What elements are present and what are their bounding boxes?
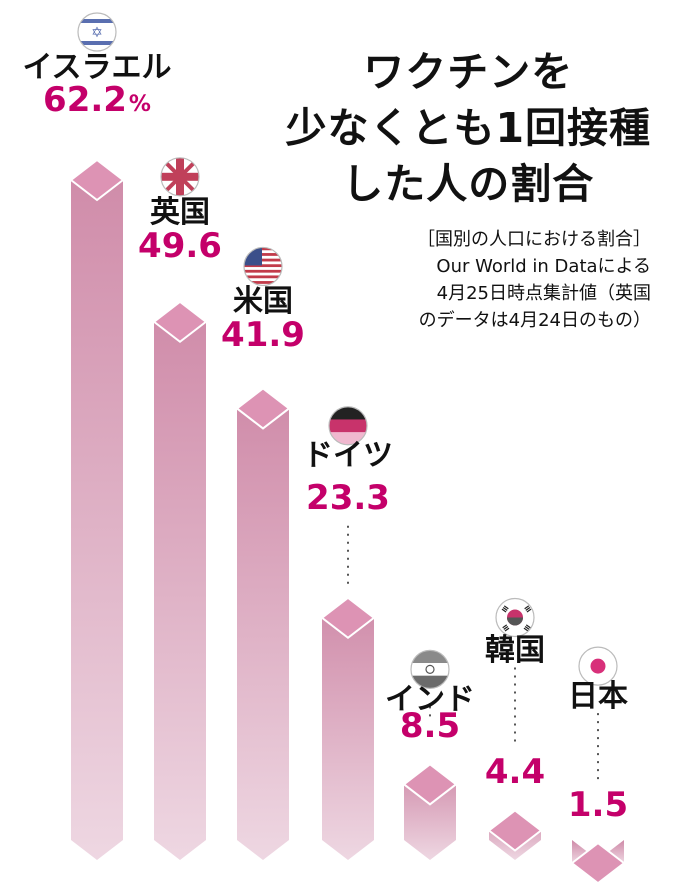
- country-label-1: イスラエル: [7, 42, 187, 86]
- korea-flag-icon: [495, 597, 535, 638]
- value-label-1-text: 62.2: [43, 80, 127, 120]
- country-label-5-text: インド: [385, 682, 475, 718]
- title-line-2: 少なくとも1回接種: [285, 104, 651, 152]
- bar-cap-4: [320, 596, 376, 640]
- country-label-2: 英国: [90, 187, 270, 231]
- bar-cap-3: [235, 387, 291, 430]
- value-label-6: 4.4: [445, 752, 585, 792]
- country-label-2-text: 英国: [150, 194, 210, 230]
- bar-4: [322, 597, 374, 860]
- note-line-4: のデータは4月24日のもの）: [418, 310, 651, 331]
- country-label-4: ドイツ: [258, 430, 438, 474]
- country-label-3-text: 米国: [233, 284, 293, 320]
- country-label-7-text: 日本: [568, 679, 628, 715]
- country-label-3: 米国: [173, 276, 353, 320]
- value-label-3-text: 41.9: [221, 315, 305, 356]
- japan-flag-icon: [578, 646, 618, 686]
- country-label-5: インド: [340, 674, 520, 718]
- bar-cap-2: [152, 300, 208, 344]
- note-line-1: ［国別の人口における割合］: [417, 229, 651, 250]
- bar-cap-5: [402, 763, 458, 806]
- value-label-7: 1.5: [528, 785, 668, 825]
- israel-flag-icon: ✡: [77, 12, 117, 52]
- uk-flag-icon: [160, 157, 200, 197]
- percent-unit: %: [128, 92, 151, 117]
- value-label-4: 23.3: [278, 478, 418, 518]
- bar-1: [71, 160, 123, 860]
- bar-cap-7: [570, 841, 626, 884]
- country-label-6: 韓国: [425, 625, 605, 669]
- country-label-6-text: 韓国: [485, 633, 545, 669]
- chart-title: ワクチンを 少なくとも1回接種 した人の割合: [285, 44, 651, 212]
- country-label-4-text: ドイツ: [303, 437, 393, 473]
- title-line-3: した人の割合: [342, 160, 595, 208]
- value-label-7-text: 1.5: [567, 785, 629, 826]
- bar-3: [237, 388, 289, 860]
- bar-cap-1: [69, 158, 125, 202]
- title-line-1: ワクチンを: [363, 48, 574, 96]
- country-label-1-text: イスラエル: [22, 50, 172, 85]
- note-line-2: Our World in Dataによる: [436, 256, 651, 277]
- value-label-2-text: 49.6: [138, 225, 222, 266]
- note-line-3: 4月25日時点集計値（英国: [436, 283, 651, 304]
- value-label-2: 49.6: [110, 226, 250, 266]
- bar-cap-6: [487, 809, 543, 852]
- value-label-1: 62.2%: [27, 80, 167, 120]
- country-label-7: 日本: [508, 671, 688, 715]
- value-label-3: 41.9: [193, 315, 333, 355]
- value-label-6-text: 4.4: [484, 752, 546, 793]
- bar-2: [154, 301, 206, 860]
- source-note: ［国別の人口における割合］ Our World in Dataによる 4月25日…: [417, 226, 651, 334]
- value-label-4-text: 23.3: [306, 477, 390, 518]
- value-label-5-text: 8.5: [399, 706, 461, 747]
- germany-flag-icon: [328, 406, 368, 446]
- india-flag-icon: [410, 649, 450, 689]
- value-label-5: 8.5: [360, 706, 500, 746]
- svg-text:✡: ✡: [91, 25, 103, 41]
- us-flag-icon: [243, 246, 283, 287]
